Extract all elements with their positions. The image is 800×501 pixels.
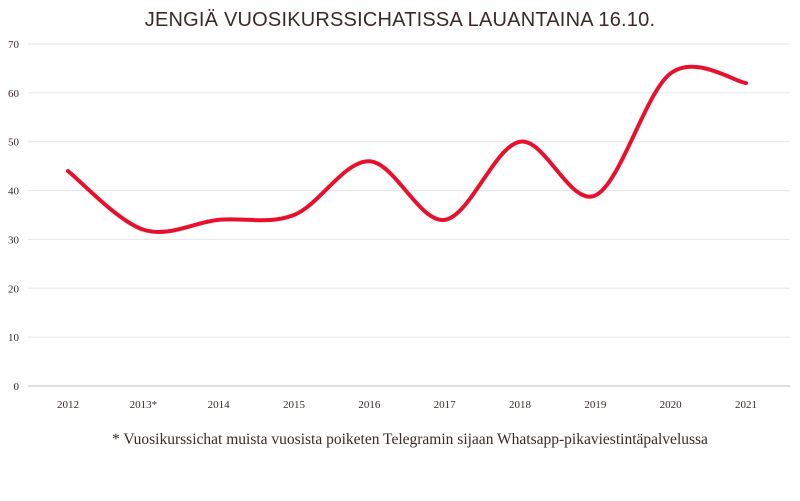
y-tick-label: 30	[8, 234, 20, 246]
x-tick-label: 2018	[509, 399, 532, 411]
y-axis-ticks: 0 10 20 30 40 50 60 70	[8, 39, 20, 393]
y-tick-label: 40	[8, 186, 20, 198]
x-tick-label: 2017	[434, 399, 457, 411]
x-tick-label: 2020	[660, 399, 683, 411]
x-tick-label: 2014	[208, 399, 231, 411]
x-axis-ticks: 2012 2013* 2014 2015 2016 2017 2018 2019 2020 202…	[57, 399, 757, 411]
x-tick-label: 2019	[584, 399, 607, 411]
y-tick-label: 60	[8, 88, 20, 100]
x-tick-label: 2012	[57, 399, 79, 411]
y-tick-label: 0	[14, 381, 20, 393]
y-tick-label: 70	[8, 39, 20, 51]
x-tick-label: 2016	[358, 399, 381, 411]
y-tick-label: 50	[8, 137, 20, 149]
x-tick-label: 2015	[283, 399, 306, 411]
x-tick-label: 2021	[735, 399, 757, 411]
y-tick-label: 20	[8, 283, 20, 295]
x-tick-label: 2013*	[130, 399, 158, 411]
y-tick-label: 10	[8, 332, 20, 344]
gridlines	[28, 43, 790, 387]
series-line	[66, 64, 748, 234]
footnote: * Vuosikurssichat muista vuosista poiket…	[112, 431, 708, 448]
chart-title: JENGIÄ VUOSIKURSSICHATISSA LAUANTAINA 16…	[144, 9, 656, 31]
